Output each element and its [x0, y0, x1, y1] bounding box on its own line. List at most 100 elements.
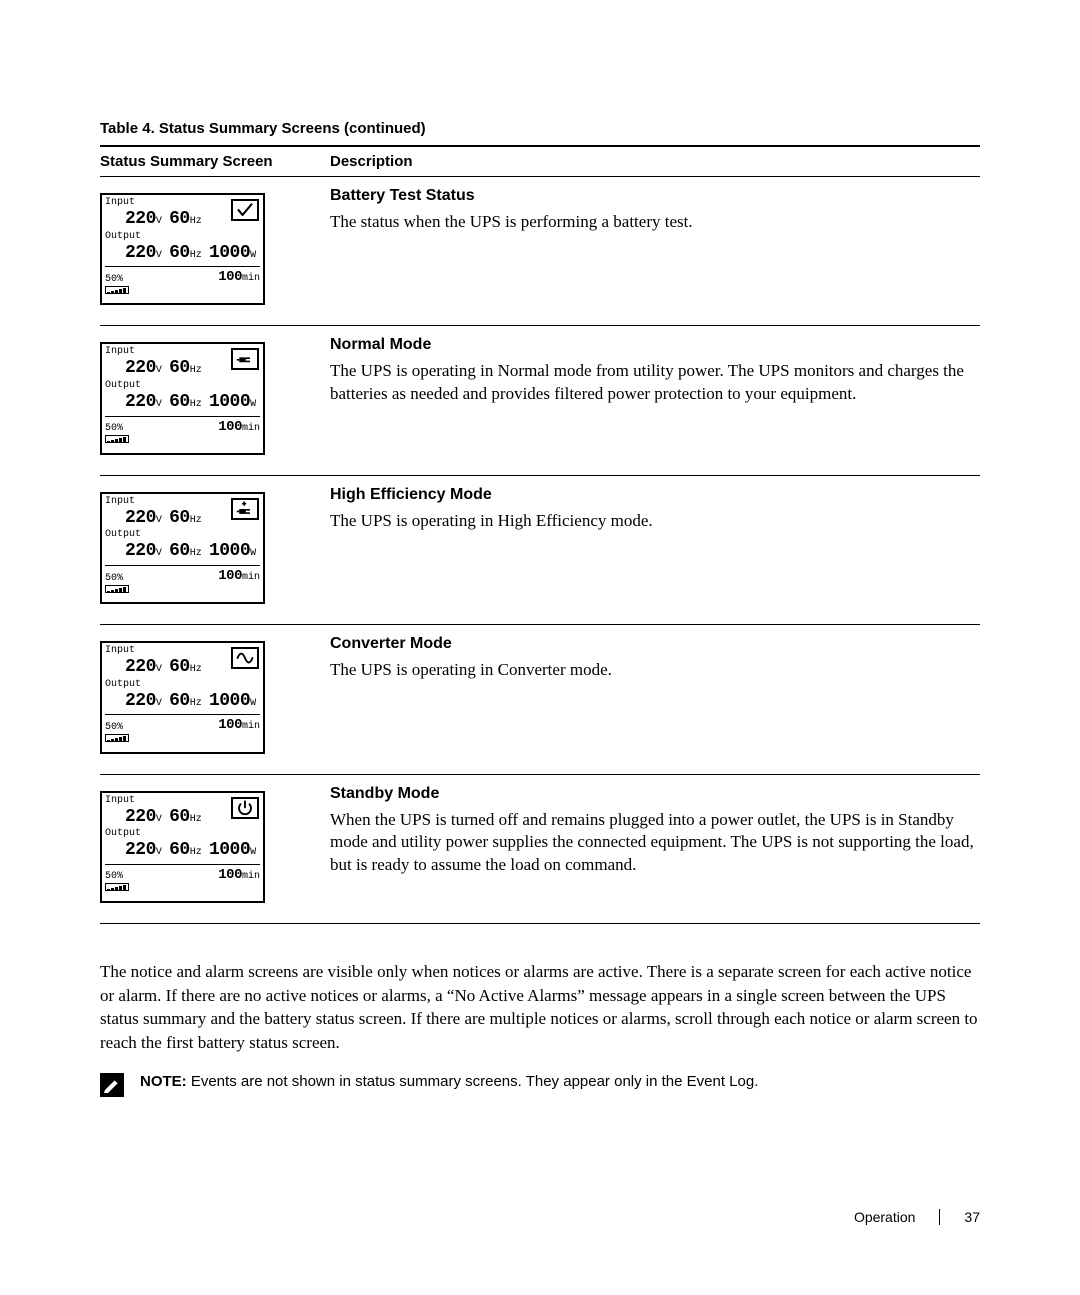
mode-icon — [231, 797, 259, 819]
lcd-output-watts: 1000 — [209, 840, 250, 862]
footer-page-number: 37 — [964, 1209, 980, 1225]
lcd-load-pct: 50% — [105, 274, 123, 286]
lcd-input-label: Input — [105, 197, 135, 209]
lcd-screen: Input 220V 60Hz Output 220V 60Hz 1000W 5… — [100, 641, 265, 753]
cell-screen: Input 220V 60Hz Output 220V 60Hz 1000W 5… — [100, 625, 330, 774]
lcd-freq-unit: Hz — [190, 515, 202, 527]
lcd-watt-unit: W — [250, 698, 256, 710]
lcd-bar-gauge — [105, 435, 129, 443]
lcd-watt-unit: W — [250, 548, 256, 560]
mode-icon — [231, 348, 259, 370]
footer-separator — [939, 1209, 940, 1225]
cell-screen: Input 220V 60Hz Output 220V 60Hz 1000W 5… — [100, 177, 330, 326]
lcd-volt-unit: V — [156, 814, 162, 826]
table-caption: Table 4. Status Summary Screens (continu… — [100, 120, 980, 137]
lcd-output-label: Output — [105, 231, 141, 243]
note-text: NOTE: Events are not shown in status sum… — [140, 1073, 758, 1090]
mode-title: Standby Mode — [330, 785, 980, 803]
mode-title: Battery Test Status — [330, 187, 980, 205]
lcd-load-pct: 50% — [105, 423, 123, 435]
mode-body: The status when the UPS is performing a … — [330, 211, 980, 234]
lcd-bar-gauge — [105, 585, 129, 593]
cell-screen: Input 220V 60Hz Output 220V 60Hz 1000W 5… — [100, 475, 330, 624]
lcd-output-label: Output — [105, 529, 141, 541]
lcd-bar-gauge — [105, 286, 129, 294]
lcd-volt-unit: V — [156, 664, 162, 676]
lcd-runtime-unit: min — [242, 423, 260, 434]
lcd-input-volts: 220 — [125, 508, 156, 530]
lcd-screen: Input 220V 60Hz Output 220V 60Hz 1000W 5… — [100, 342, 265, 454]
table-row: Input 220V 60Hz Output 220V 60Hz 1000W 5… — [100, 625, 980, 774]
lcd-screen: Input 220V 60Hz Output 220V 60Hz 1000W 5… — [100, 791, 265, 903]
table-row: Input 220V 60Hz Output 220V 60Hz 1000W 5… — [100, 774, 980, 923]
cell-description: Battery Test Status The status when the … — [330, 177, 980, 326]
lcd-input-freq: 60 — [169, 209, 190, 231]
cell-description: Converter Mode The UPS is operating in C… — [330, 625, 980, 774]
lcd-load-pct: 50% — [105, 722, 123, 734]
note-label: NOTE: — [140, 1073, 187, 1090]
mode-body: The UPS is operating in Converter mode. — [330, 659, 980, 682]
note-body: Events are not shown in status summary s… — [187, 1073, 759, 1090]
col-header-screen: Status Summary Screen — [100, 146, 330, 177]
lcd-runtime: 100 — [218, 269, 242, 285]
lcd-watt-unit: W — [250, 399, 256, 411]
lcd-input-volts: 220 — [125, 807, 156, 829]
pencil-note-icon — [100, 1073, 124, 1097]
lcd-input-volts: 220 — [125, 209, 156, 231]
lcd-output-label: Output — [105, 679, 141, 691]
footer-section: Operation — [854, 1209, 915, 1225]
lcd-freq-unit: Hz — [190, 664, 202, 676]
lcd-input-freq: 60 — [169, 657, 190, 679]
lcd-input-label: Input — [105, 645, 135, 657]
explanatory-paragraph: The notice and alarm screens are visible… — [100, 960, 980, 1055]
mode-body: The UPS is operating in High Efficiency … — [330, 510, 980, 533]
lcd-input-volts: 220 — [125, 358, 156, 380]
lcd-output-watts: 1000 — [209, 243, 250, 265]
lcd-bar-gauge — [105, 734, 129, 742]
mode-body: The UPS is operating in Normal mode from… — [330, 360, 980, 406]
lcd-input-freq: 60 — [169, 508, 190, 530]
lcd-watt-unit: W — [250, 847, 256, 859]
lcd-output-freq: 60 — [169, 840, 190, 862]
lcd-output-volts: 220 — [125, 840, 156, 862]
cell-screen: Input 220V 60Hz Output 220V 60Hz 1000W 5… — [100, 326, 330, 475]
table-row: Input 220V 60Hz Output 220V 60Hz 1000W 5… — [100, 326, 980, 475]
table-row: Input 220V 60Hz Output 220V 60Hz 1000W 5… — [100, 177, 980, 326]
lcd-output-volts: 220 — [125, 691, 156, 713]
lcd-input-volts: 220 — [125, 657, 156, 679]
lcd-input-label: Input — [105, 496, 135, 508]
lcd-screen: Input 220V 60Hz Output 220V 60Hz 1000W 5… — [100, 492, 265, 604]
lcd-output-label: Output — [105, 380, 141, 392]
lcd-freq-unit: Hz — [190, 365, 202, 377]
lcd-load-pct: 50% — [105, 573, 123, 585]
mode-icon — [231, 199, 259, 221]
lcd-input-freq: 60 — [169, 807, 190, 829]
mode-title: Converter Mode — [330, 635, 980, 653]
cell-description: Normal Mode The UPS is operating in Norm… — [330, 326, 980, 475]
cell-screen: Input 220V 60Hz Output 220V 60Hz 1000W 5… — [100, 774, 330, 923]
lcd-output-label: Output — [105, 828, 141, 840]
cell-description: High Efficiency Mode The UPS is operatin… — [330, 475, 980, 624]
lcd-input-freq: 60 — [169, 358, 190, 380]
lcd-output-freq: 60 — [169, 691, 190, 713]
lcd-runtime-unit: min — [242, 721, 260, 732]
lcd-input-label: Input — [105, 346, 135, 358]
lcd-freq-unit: Hz — [190, 216, 202, 228]
lcd-screen: Input 220V 60Hz Output 220V 60Hz 1000W 5… — [100, 193, 265, 305]
lcd-runtime: 100 — [218, 717, 242, 733]
cell-description: Standby Mode When the UPS is turned off … — [330, 774, 980, 923]
lcd-output-watts: 1000 — [209, 392, 250, 414]
note-row: NOTE: Events are not shown in status sum… — [100, 1073, 980, 1097]
lcd-runtime: 100 — [218, 419, 242, 435]
lcd-output-freq: 60 — [169, 243, 190, 265]
lcd-load-pct: 50% — [105, 871, 123, 883]
lcd-output-volts: 220 — [125, 392, 156, 414]
lcd-runtime: 100 — [218, 568, 242, 584]
page-footer: Operation 37 — [854, 1209, 980, 1225]
mode-title: Normal Mode — [330, 336, 980, 354]
lcd-runtime-unit: min — [242, 572, 260, 583]
lcd-output-watts: 1000 — [209, 541, 250, 563]
mode-icon — [231, 647, 259, 669]
lcd-output-volts: 220 — [125, 243, 156, 265]
lcd-volt-unit: V — [156, 515, 162, 527]
